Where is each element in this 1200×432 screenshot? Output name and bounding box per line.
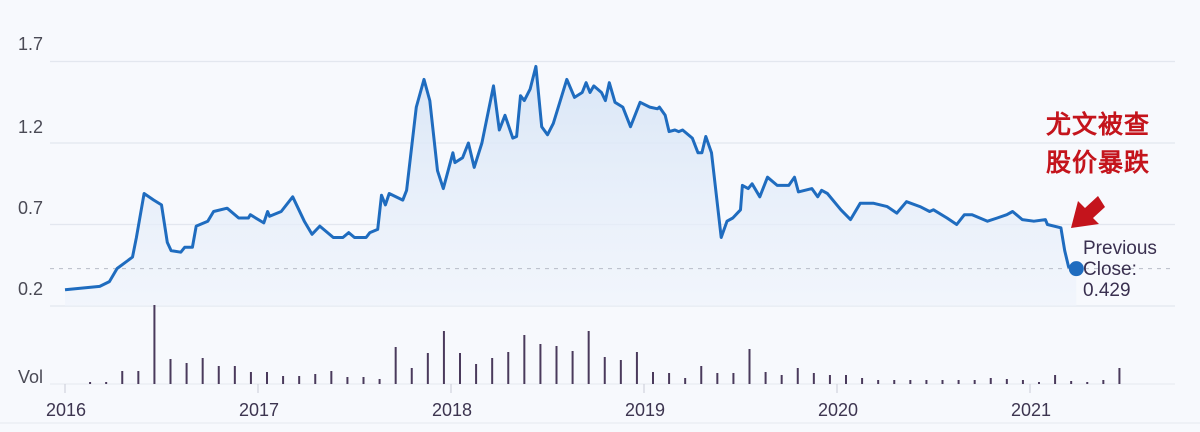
red-arrow-icon <box>1071 196 1105 228</box>
x-tick-label: 2017 <box>238 400 280 420</box>
x-tick-label: 2021 <box>1010 400 1052 420</box>
volume-label: Vol <box>18 367 44 387</box>
y-tick-label: 0.7 <box>18 198 44 218</box>
annotation-line-1: 尤文被查 <box>1046 110 1151 139</box>
price-area-fill <box>65 66 1077 307</box>
x-tick-label: 2019 <box>624 400 666 420</box>
y-tick-label: 1.7 <box>18 34 44 54</box>
y-tick-label: 1.2 <box>18 117 44 137</box>
previous-close-label: Previous Close: 0.429 <box>1083 238 1157 301</box>
price-line <box>64 64 1077 292</box>
annotation-line-2: 股价暴跌 <box>1046 148 1151 177</box>
y-tick-label: 0.2 <box>18 279 44 299</box>
previous-close-value: 0.429 <box>1083 280 1131 301</box>
x-tick-label: 2018 <box>431 400 473 420</box>
previous-close-marker[interactable] <box>1068 261 1084 277</box>
previous-close-text: Previous <box>1083 238 1157 259</box>
previous-close-text: Close: <box>1083 259 1137 280</box>
x-tick-label: 2016 <box>45 400 87 420</box>
x-tick-label: 2020 <box>817 400 859 420</box>
